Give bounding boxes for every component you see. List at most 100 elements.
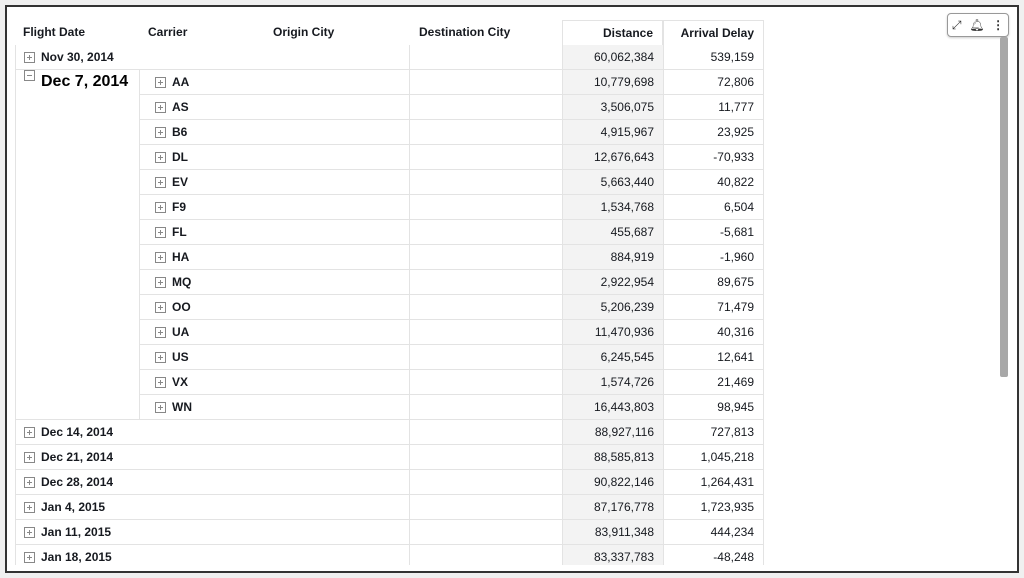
empty-cell xyxy=(410,545,562,565)
expand-plus-icon[interactable] xyxy=(155,351,166,363)
distance-value: 12,676,643 xyxy=(562,145,663,170)
expand-plus-icon[interactable] xyxy=(24,51,35,63)
carrier-cell[interactable]: US xyxy=(140,345,410,370)
header-arrival-delay[interactable]: Arrival Delay xyxy=(663,20,764,46)
date-cell[interactable]: Jan 4, 2015 xyxy=(15,495,410,520)
more-options-icon[interactable]: ⋮ xyxy=(992,18,1005,32)
expand-plus-icon[interactable] xyxy=(155,276,166,288)
arrival-delay-value: -5,681 xyxy=(663,220,764,245)
table-row: B6 4,915,967 23,925 xyxy=(15,120,765,145)
header-destination-city[interactable]: Destination City xyxy=(419,25,511,39)
arrival-delay-value: 539,159 xyxy=(663,45,764,70)
empty-cell xyxy=(410,495,562,520)
expand-plus-icon[interactable] xyxy=(24,426,35,438)
carrier-cell[interactable]: OO xyxy=(140,295,410,320)
expand-plus-icon[interactable] xyxy=(155,326,166,338)
distance-value: 88,927,116 xyxy=(562,420,663,445)
expand-plus-icon[interactable] xyxy=(155,301,166,313)
table-row: EV 5,663,440 40,822 xyxy=(15,170,765,195)
carrier-cell[interactable]: WN xyxy=(140,395,410,420)
distance-value: 1,534,768 xyxy=(562,195,663,220)
carrier-label: UA xyxy=(172,325,190,339)
carrier-cell[interactable]: HA xyxy=(140,245,410,270)
add-alert-icon[interactable]: 🔔︎ xyxy=(969,18,985,32)
carrier-cell[interactable]: UA xyxy=(140,320,410,345)
date-cell[interactable]: Dec 21, 2014 xyxy=(15,445,410,470)
table-row: VX 1,574,726 21,469 xyxy=(15,370,765,395)
table-row: US 6,245,545 12,641 xyxy=(15,345,765,370)
distance-value: 455,687 xyxy=(562,220,663,245)
expand-plus-icon[interactable] xyxy=(155,376,166,388)
date-cell[interactable]: Jan 11, 2015 xyxy=(15,520,410,545)
arrival-delay-value: 11,777 xyxy=(663,95,764,120)
vertical-scrollbar[interactable] xyxy=(1000,37,1008,377)
empty-cell xyxy=(410,95,562,120)
header-carrier[interactable]: Carrier xyxy=(148,25,188,39)
table-row: HA 884,919 -1,960 xyxy=(15,245,765,270)
carrier-label: OO xyxy=(172,300,191,314)
table-row: F9 1,534,768 6,504 xyxy=(15,195,765,220)
date-cell[interactable]: Dec 14, 2014 xyxy=(15,420,410,445)
arrival-delay-value: -1,960 xyxy=(663,245,764,270)
date-cell[interactable]: Dec 28, 2014 xyxy=(15,470,410,495)
table-row: Dec 28, 2014 90,822,146 1,264,431 xyxy=(15,470,765,495)
expand-plus-icon[interactable] xyxy=(155,401,166,413)
arrival-delay-value: 6,504 xyxy=(663,195,764,220)
date-cell[interactable]: Nov 30, 2014 xyxy=(15,45,410,70)
carrier-cell[interactable]: MQ xyxy=(140,270,410,295)
distance-value: 83,911,348 xyxy=(562,520,663,545)
collapse-minus-icon[interactable] xyxy=(24,70,35,81)
carrier-cell[interactable]: B6 xyxy=(140,120,410,145)
carrier-label: MQ xyxy=(172,275,192,289)
carrier-cell[interactable]: AA xyxy=(140,70,410,95)
arrival-delay-value: 1,045,218 xyxy=(663,445,764,470)
distance-value: 4,915,967 xyxy=(562,120,663,145)
expand-plus-icon[interactable] xyxy=(155,126,166,138)
carrier-label: US xyxy=(172,350,189,364)
date-cell[interactable]: Jan 18, 2015 xyxy=(15,545,410,565)
expand-plus-icon[interactable] xyxy=(24,451,35,463)
distance-value: 10,779,698 xyxy=(562,70,663,95)
expand-plus-icon[interactable] xyxy=(24,501,35,513)
expand-plus-icon[interactable] xyxy=(155,151,166,163)
flight-date-label: Jan 11, 2015 xyxy=(41,525,112,539)
expand-plus-icon[interactable] xyxy=(155,226,166,238)
carrier-label: FL xyxy=(172,225,187,239)
flight-date-label: Dec 7, 2014 xyxy=(41,73,129,90)
table-row: Dec 14, 2014 88,927,116 727,813 xyxy=(15,420,765,445)
carrier-cell[interactable]: DL xyxy=(140,145,410,170)
distance-value: 5,663,440 xyxy=(562,170,663,195)
expand-plus-icon[interactable] xyxy=(155,76,166,88)
header-distance[interactable]: Distance xyxy=(562,20,663,46)
distance-value: 11,470,936 xyxy=(562,320,663,345)
carrier-cell[interactable]: EV xyxy=(140,170,410,195)
table-row: WN 16,443,803 98,945 xyxy=(15,395,765,420)
distance-value: 884,919 xyxy=(562,245,663,270)
expand-plus-icon[interactable] xyxy=(24,551,35,563)
carrier-cell[interactable]: AS xyxy=(140,95,410,120)
expand-plus-icon[interactable] xyxy=(155,251,166,263)
expand-icon[interactable]: ⤢ xyxy=(951,17,962,32)
flight-date-label: Dec 21, 2014 xyxy=(41,450,114,464)
carrier-cell[interactable]: FL xyxy=(140,220,410,245)
carrier-label: VX xyxy=(172,375,189,389)
empty-cell xyxy=(410,295,562,320)
carrier-label: F9 xyxy=(172,200,187,214)
expand-plus-icon[interactable] xyxy=(155,101,166,113)
date-cell[interactable]: Dec 7, 2014 xyxy=(15,70,140,420)
empty-cell xyxy=(410,45,562,70)
carrier-cell[interactable]: VX xyxy=(140,370,410,395)
expand-plus-icon[interactable] xyxy=(24,526,35,538)
distance-value: 16,443,803 xyxy=(562,395,663,420)
empty-cell xyxy=(410,470,562,495)
expand-plus-icon[interactable] xyxy=(155,176,166,188)
table-row: OO 5,206,239 71,479 xyxy=(15,295,765,320)
expand-plus-icon[interactable] xyxy=(24,476,35,488)
carrier-cell[interactable]: F9 xyxy=(140,195,410,220)
empty-cell xyxy=(410,170,562,195)
table-row: DL 12,676,643 -70,933 xyxy=(15,145,765,170)
header-flight-date[interactable]: Flight Date xyxy=(23,25,85,39)
expand-plus-icon[interactable] xyxy=(155,201,166,213)
arrival-delay-value: 1,264,431 xyxy=(663,470,764,495)
header-origin-city[interactable]: Origin City xyxy=(273,25,335,39)
